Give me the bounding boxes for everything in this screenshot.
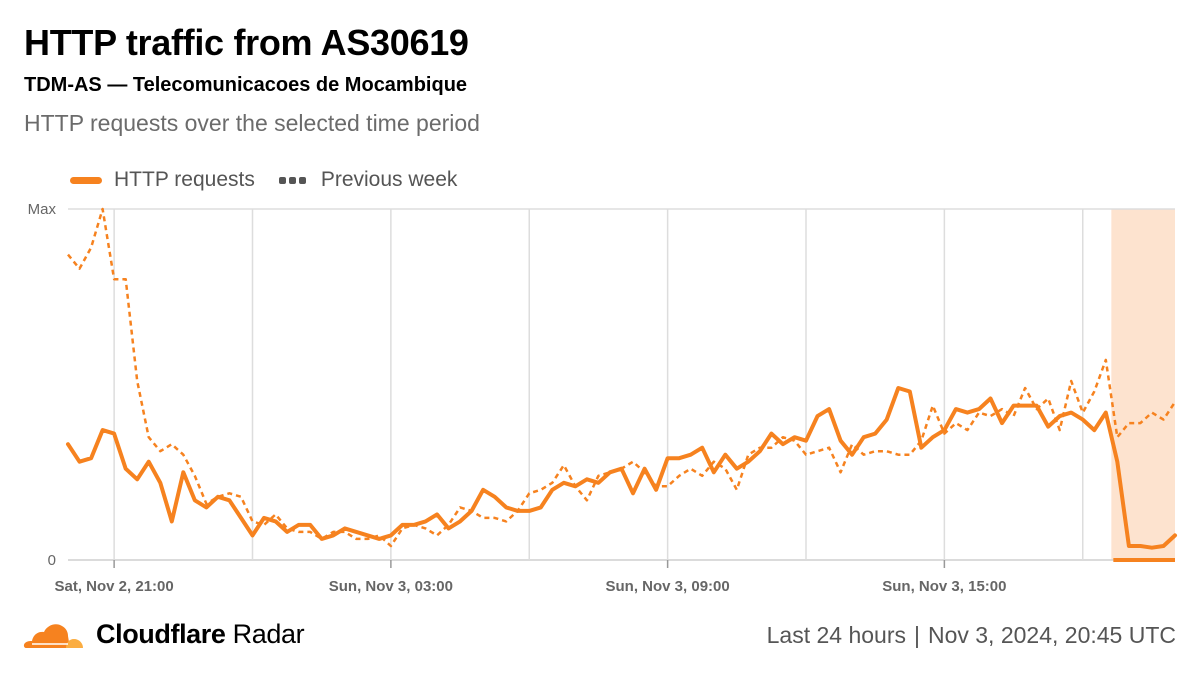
- dashed-line-swatch-icon: [278, 176, 309, 184]
- solid-line-swatch-icon: [70, 176, 102, 184]
- chart-legend: HTTP requests Previous week: [70, 166, 481, 194]
- network-name: TDM-AS — Telecomunicacoes de Mocambique: [24, 74, 468, 96]
- chart-description: HTTP requests over the selected time per…: [24, 110, 480, 136]
- cloudflare-radar-logo[interactable]: Cloudflare Radar: [22, 618, 305, 650]
- x-tick-label: Sun, Nov 3, 15:00: [882, 578, 1006, 595]
- range-label: Last 24 hours: [766, 622, 906, 648]
- series-line-previous-week: [67, 207, 1177, 548]
- chart-time-range: Last 24 hours | Nov 3, 2024, 20:45 UTC: [767, 622, 1176, 649]
- incomplete-period-highlight: [1111, 209, 1175, 560]
- x-tick-label: Sun, Nov 3, 03:00: [329, 578, 453, 595]
- x-tick-label: Sun, Nov 3, 09:00: [606, 578, 730, 595]
- x-tick-label: Sat, Nov 2, 21:00: [55, 578, 174, 595]
- brand-name: Cloudflare Radar: [96, 618, 305, 649]
- cloudflare-cloud-icon: [23, 624, 83, 648]
- y-tick-label: Max: [28, 201, 57, 218]
- legend-item-http-requests[interactable]: HTTP requests: [70, 168, 255, 192]
- timestamp: Nov 3, 2024, 20:45 UTC: [927, 622, 1176, 648]
- page-title: HTTP traffic from AS30619: [24, 22, 469, 63]
- y-tick-label: 0: [48, 552, 56, 569]
- series-line-http-requests: [66, 386, 1177, 550]
- legend-label-previous-week: Previous week: [320, 168, 458, 191]
- line-chart: Sat, Nov 2, 21:00 Sun, Nov 3, 03:00 Sun, N…: [28, 201, 1177, 595]
- legend-item-previous-week[interactable]: Previous week: [278, 168, 458, 192]
- separator: |: [913, 622, 920, 648]
- legend-label-http-requests: HTTP requests: [114, 168, 255, 191]
